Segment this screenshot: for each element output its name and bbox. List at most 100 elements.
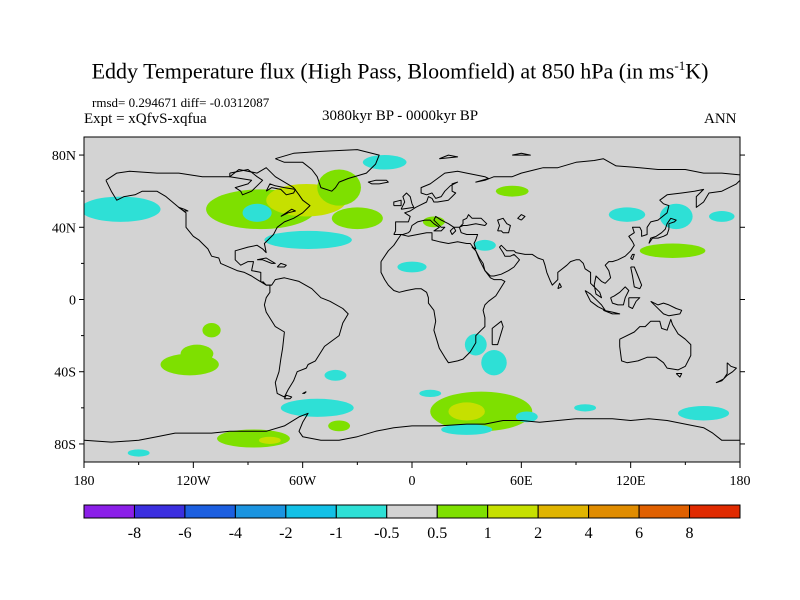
coastline (393, 179, 740, 299)
colorbar-label: -4 (229, 525, 242, 542)
anomaly-patch (495, 185, 529, 197)
longitude-labels: 180 120W 60W 0 60E 120E 180 (74, 474, 751, 489)
coastlines (84, 149, 740, 443)
colorbar-label: 2 (534, 525, 542, 542)
anomaly-patch (397, 261, 427, 273)
colorbar-label: 0.5 (427, 525, 447, 542)
lon-label: 180 (74, 474, 95, 489)
coastline (380, 232, 506, 364)
coastline (517, 214, 526, 221)
coastline (275, 149, 380, 192)
period-label: 3080kyr BP - 0000kyr BP (322, 108, 479, 124)
anomaly-patch (317, 169, 361, 206)
axis-ticks (79, 154, 745, 468)
coastline (178, 206, 189, 212)
latitude-labels: 80N 40N 0 40S 80S (52, 149, 76, 453)
anomaly-patch (242, 203, 272, 222)
colorbar-box (184, 504, 236, 519)
anomaly-patch (127, 449, 150, 457)
stats-label: rmsd= 0.294671 diff= -0.0312087 (92, 95, 270, 110)
anomaly-patch (515, 411, 538, 423)
coastline (257, 257, 276, 264)
colorbar-label: -1 (330, 525, 343, 542)
coastline (630, 266, 643, 290)
anomaly-patch (659, 203, 693, 230)
lon-label: 60E (510, 474, 533, 489)
colorbar-box (133, 504, 186, 519)
colorbar-box (386, 504, 438, 519)
anomaly-patch (422, 216, 445, 228)
anomaly-patch (481, 350, 507, 376)
anomaly-patch (280, 398, 354, 417)
colorbar-box (335, 504, 388, 519)
coastline (276, 262, 287, 268)
lon-label: 120E (616, 474, 646, 489)
coastline (619, 318, 692, 371)
coastline (439, 154, 459, 160)
coastline (84, 412, 740, 443)
lat-label: 40S (54, 366, 76, 381)
coastline (265, 183, 296, 196)
anomaly-patch (258, 436, 281, 444)
coastline (715, 362, 737, 384)
anomaly-patch (639, 243, 706, 258)
colorbar-label: -2 (279, 525, 292, 542)
colorbar-box (537, 504, 590, 519)
colorbar-label: 1 (484, 525, 492, 542)
colorbar-box (487, 504, 539, 519)
coastline (603, 309, 621, 315)
coastline (283, 394, 293, 400)
coastline (630, 253, 635, 261)
colorbar (83, 504, 741, 519)
colorbar-box (638, 504, 691, 519)
anomaly-patch (324, 369, 347, 381)
experiment-label: Expt = xQfvS-xqfua (84, 111, 207, 127)
coastline (648, 217, 677, 244)
anomaly-patch (331, 207, 383, 230)
anomaly-patch (473, 239, 496, 251)
anomaly-patch (441, 424, 493, 435)
anomaly-contours (84, 155, 735, 457)
colorbar-box (436, 504, 489, 519)
coastline (650, 300, 683, 317)
lon-label: 120W (176, 474, 211, 489)
coastline (262, 281, 272, 286)
colorbar-box (588, 504, 640, 519)
anomaly-patch (709, 211, 735, 222)
lat-label: 80N (52, 149, 76, 164)
anomaly-patch (202, 322, 221, 338)
lat-label: 80S (54, 438, 76, 453)
anomaly-patch (574, 404, 597, 412)
colorbar-label: 4 (585, 525, 593, 542)
anomaly-patch (264, 230, 352, 249)
map-title: Eddy Temperature flux (High Pass, Bloomf… (0, 58, 800, 84)
colorbar-label: -8 (128, 525, 141, 542)
coastline (400, 192, 415, 210)
colorbar-labels: -8 -6 -4 -2 -1 -0.5 0.5 1 2 4 6 8 (128, 525, 694, 542)
anomaly-patch (608, 207, 646, 222)
colorbar-label: -0.5 (374, 525, 399, 542)
map-background (84, 137, 740, 462)
lon-label: 0 (409, 474, 416, 489)
colorbar-box (285, 504, 337, 519)
anomaly-patch (419, 389, 442, 397)
coastline (557, 282, 562, 290)
lat-label: 0 (69, 294, 76, 309)
anomaly-patch (448, 402, 485, 421)
lon-label: 60W (289, 474, 317, 489)
colorbar-box (83, 504, 135, 519)
anomaly-patch (464, 333, 487, 356)
anomaly-patch (160, 353, 219, 376)
coastline (512, 152, 531, 156)
title-end: K) (685, 58, 709, 84)
season-label: ANN (704, 111, 737, 127)
colorbar-label: 6 (635, 525, 643, 542)
anomaly-patch (328, 420, 351, 432)
coastline (302, 391, 307, 394)
coastline (280, 208, 296, 217)
colorbar-label: 8 (686, 525, 694, 542)
anomaly-patch (362, 155, 407, 170)
coastline (584, 290, 606, 311)
coastline (229, 169, 264, 196)
